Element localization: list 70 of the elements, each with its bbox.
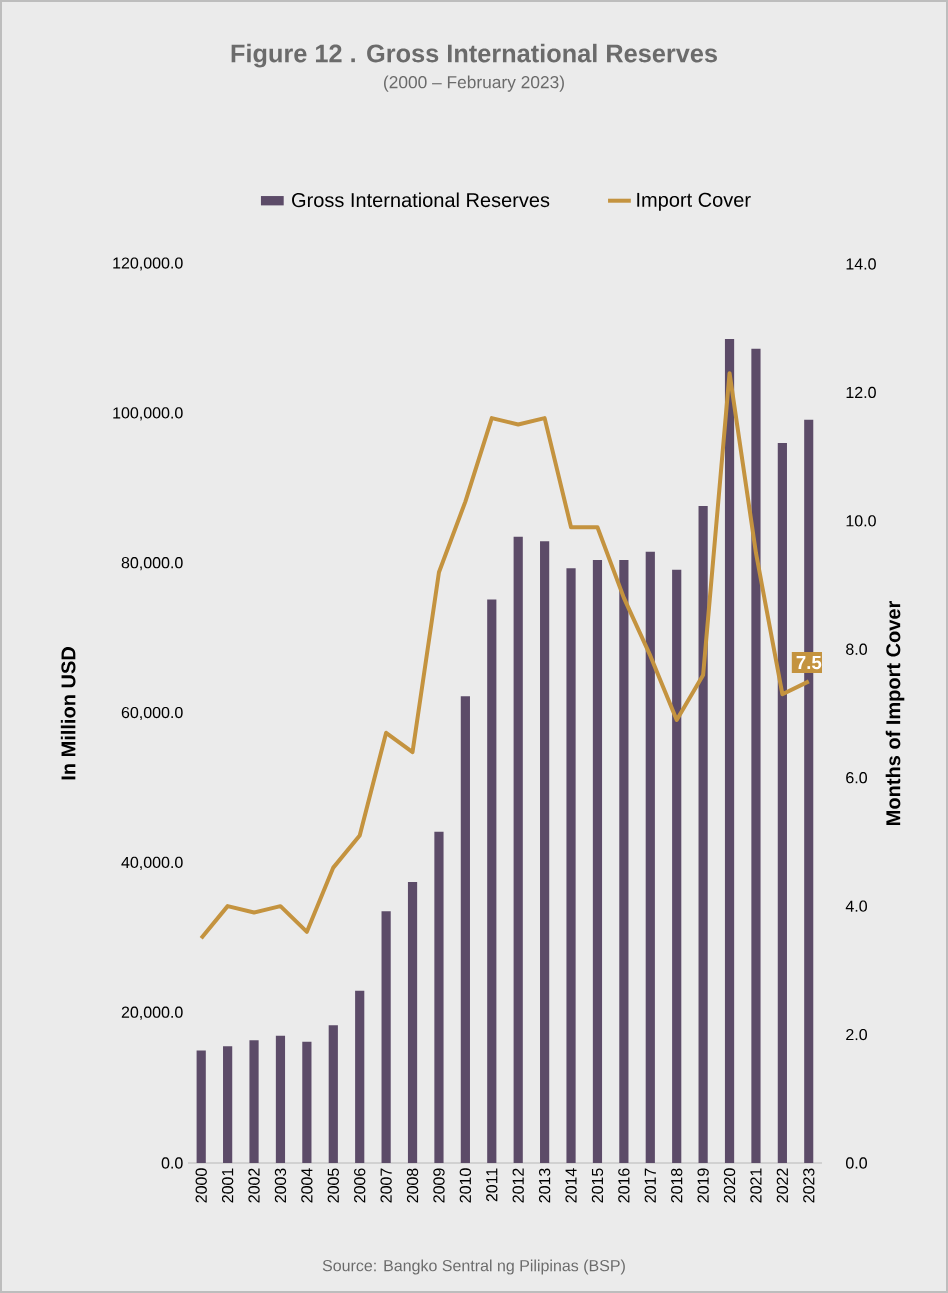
y2-axis-title: Months of Import Cover (885, 601, 905, 825)
bar (724, 338, 735, 1163)
x-tick-label: 2002 (248, 1168, 260, 1203)
y-tick-label: 60,000.0 (121, 706, 183, 721)
y2-tick-label: 6.0 (846, 772, 867, 784)
x-tick-label: 2007 (380, 1168, 392, 1203)
bar (698, 505, 708, 1163)
bar (302, 1041, 312, 1163)
bar (592, 559, 603, 1163)
bar (328, 1025, 338, 1163)
y2-tick-label: 0.0 (846, 1157, 867, 1169)
y2-tick-label: 2.0 (846, 1028, 867, 1041)
y2-tick-label: 14.0 (846, 258, 876, 270)
bar (777, 443, 787, 1163)
x-tick-label: 2001 (221, 1168, 234, 1203)
x-tick-label: 2015 (591, 1168, 604, 1203)
y-axis-title: In Million USD (60, 647, 76, 780)
x-tick-label: 2009 (433, 1168, 445, 1203)
bar (196, 1050, 206, 1163)
y-tick-label: 0.0 (161, 1157, 183, 1169)
bar (381, 911, 391, 1163)
x-tick-label: 2003 (274, 1168, 287, 1203)
legend-label: Import Cover (637, 192, 751, 211)
legend-label: Gross International Reserves (292, 192, 550, 208)
x-tick-label: 2014 (565, 1168, 577, 1203)
bar (487, 599, 497, 1163)
x-tick-label: 2000 (195, 1168, 207, 1203)
chart-title: Figure 12 . Gross International Reserves (231, 43, 717, 68)
bar (645, 551, 655, 1163)
data-label: 7.5 (796, 656, 822, 670)
x-tick-label: 2021 (750, 1168, 762, 1203)
x-tick-label: 2005 (327, 1168, 339, 1203)
bar (275, 1035, 286, 1163)
x-tick-label: 2008 (406, 1168, 419, 1203)
y2-tick-label: 8.0 (846, 643, 867, 655)
x-tick-label: 2016 (618, 1168, 630, 1203)
bar (751, 348, 761, 1163)
x-tick-label: 2004 (301, 1168, 313, 1203)
y-tick-label: 20,000.0 (121, 1006, 183, 1020)
x-tick-label: 2013 (538, 1168, 551, 1203)
bar (249, 1040, 259, 1163)
y2-tick-label: 10.0 (846, 515, 876, 527)
bar (540, 541, 550, 1163)
bar (566, 568, 576, 1163)
x-tick-label: 2018 (671, 1168, 683, 1203)
x-tick-label: 2006 (354, 1168, 366, 1203)
chart-subtitle: (2000 – February 2023) (384, 75, 564, 92)
y-tick-label: 80,000.0 (121, 557, 183, 571)
source-note: Source: Bangko Sentral ng Pilipinas (BSP) (322, 1259, 625, 1275)
x-tick-label: 2017 (644, 1168, 656, 1203)
y-tick-label: 120,000.0 (113, 257, 183, 271)
x-tick-label: 2022 (776, 1168, 789, 1203)
y-tick-label: 40,000.0 (121, 856, 183, 870)
bar (434, 831, 444, 1163)
bar (460, 696, 470, 1163)
x-tick-label: 2010 (459, 1168, 472, 1203)
bar (513, 536, 523, 1163)
bar (223, 1046, 233, 1163)
x-tick-label: 2011 (486, 1168, 498, 1202)
y2-tick-label: 4.0 (845, 900, 867, 912)
bar (407, 882, 418, 1163)
y-tick-label: 100,000.0 (113, 407, 183, 421)
bar (672, 569, 682, 1163)
bar (619, 559, 629, 1163)
x-tick-label: 2012 (512, 1168, 524, 1203)
x-tick-label: 2019 (697, 1168, 709, 1203)
bar (355, 990, 365, 1163)
x-tick-label: 2020 (723, 1168, 736, 1203)
x-tick-label: 2023 (803, 1168, 815, 1203)
y2-tick-label: 12.0 (846, 386, 876, 399)
